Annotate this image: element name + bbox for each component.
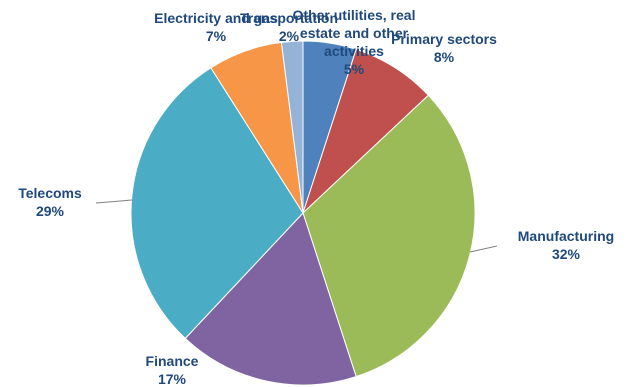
leader-line-manufacturing <box>469 245 498 253</box>
pie-slice-finance <box>184 212 357 386</box>
leader-line-telecoms <box>95 199 133 204</box>
slice-label-transportation: Transportation 2% <box>240 10 338 44</box>
pie-slice-manufacturing <box>302 94 476 378</box>
slice-label-other-utilities-real-estate-and-other-activities: Other utilities, real estate and other act… <box>293 7 416 77</box>
slice-label-primary-sectors: Primary sectors 8% <box>391 31 497 65</box>
pie-slices <box>130 40 476 386</box>
slice-label-electricity-and-gas: Electricity and gas 7% <box>154 10 278 44</box>
pie-slice-transportation <box>280 40 304 214</box>
leader-lines <box>95 199 498 253</box>
slice-label-finance: Finance 17% <box>146 353 199 387</box>
slice-label-telecoms: Telecoms 29% <box>18 185 82 219</box>
slice-labels: Other utilities, real estate and other act… <box>18 7 614 387</box>
slice-label-manufacturing: Manufacturing 32% <box>518 228 614 262</box>
pie-slice-telecoms <box>130 67 304 340</box>
